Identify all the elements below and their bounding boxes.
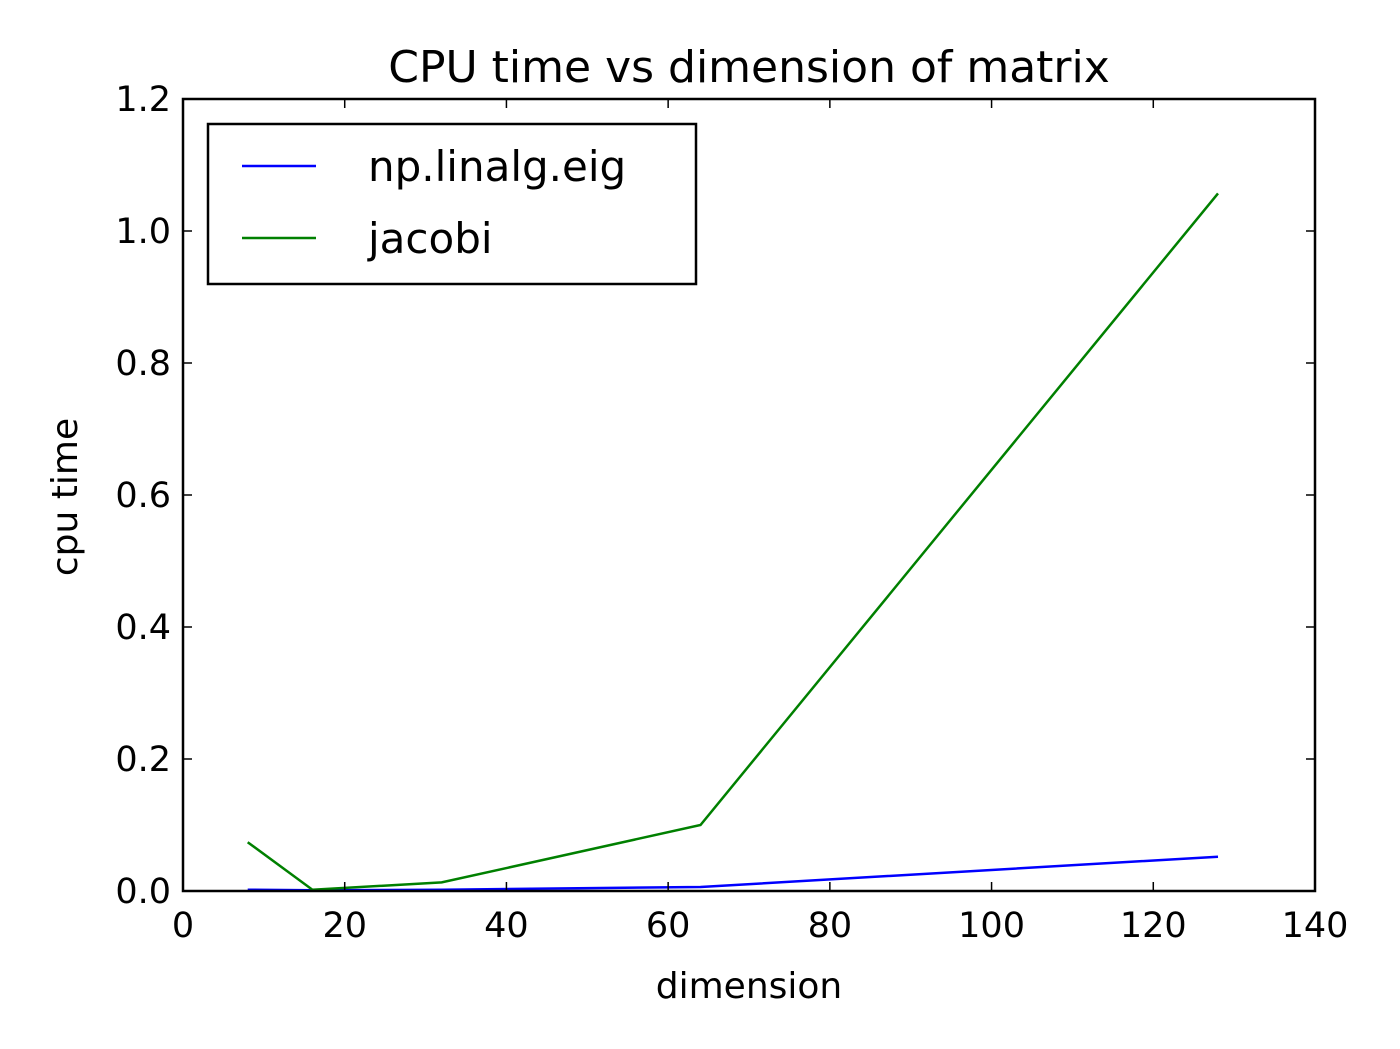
legend-label-jacobi: jacobi [367, 214, 493, 263]
x-tick-label: 60 [646, 906, 691, 946]
x-axis: 0 20 40 60 80 100 120 140 [172, 99, 1349, 946]
x-tick-label: 120 [1120, 906, 1187, 946]
legend-box [206, 122, 698, 286]
x-tick-label: 80 [808, 906, 853, 946]
y-axis-label: cpu time [45, 418, 86, 576]
y-tick-label: 0.8 [115, 344, 171, 384]
legend-label-np-linalg-eig: np.linalg.eig [368, 142, 626, 191]
x-tick-label: 0 [172, 906, 194, 946]
y-tick-label: 0.4 [115, 608, 171, 648]
x-tick-label: 100 [958, 906, 1025, 946]
y-tick-label: 0.2 [115, 740, 171, 780]
x-tick-label: 140 [1282, 906, 1349, 946]
x-tick-label: 20 [322, 906, 367, 946]
y-tick-label: 1.2 [115, 80, 171, 120]
chart-title: CPU time vs dimension of matrix [388, 42, 1110, 93]
y-tick-label: 0.6 [115, 476, 171, 516]
y-tick-label: 0.0 [115, 872, 171, 912]
x-axis-label: dimension [656, 966, 843, 1007]
x-tick-label: 40 [484, 906, 529, 946]
legend: np.linalg.eig jacobi [206, 122, 698, 286]
y-tick-label: 1.0 [115, 212, 171, 252]
series-line-jacobi [246, 192, 1219, 891]
y-axis: 0.0 0.2 0.4 0.6 0.8 1.0 1.2 [115, 80, 1315, 912]
